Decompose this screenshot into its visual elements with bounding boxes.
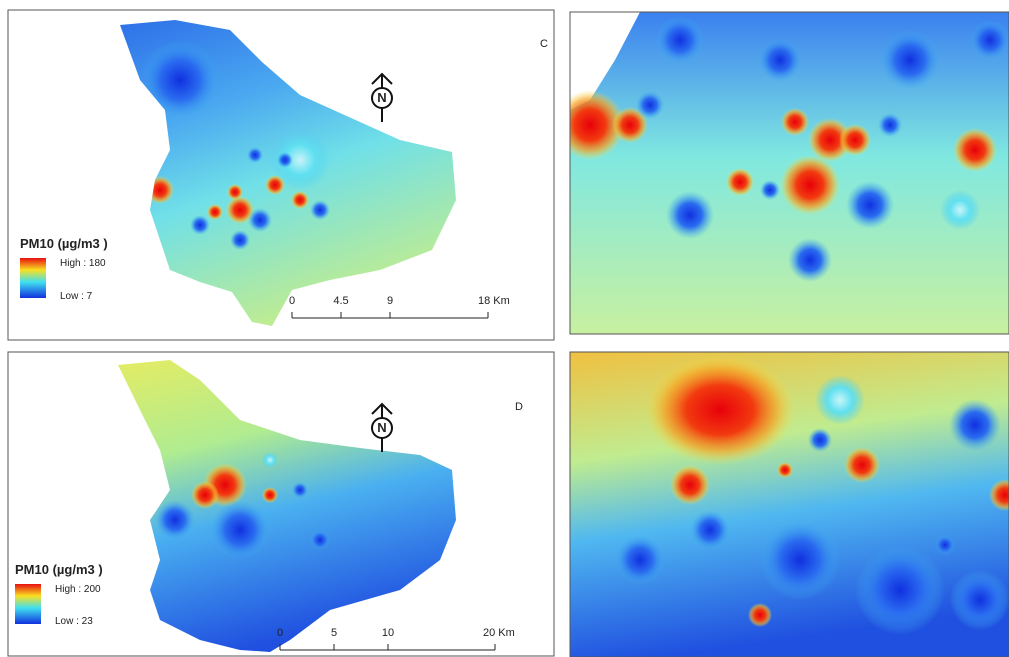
legend-title: PM10 (µg/m3 ) <box>15 562 103 577</box>
north-label: N <box>377 420 386 435</box>
scale-label: 20 Km <box>483 627 515 639</box>
scale-label: 5 <box>331 627 337 639</box>
legend-ramp <box>20 258 46 298</box>
north-label: N <box>377 90 386 105</box>
scale-label: 18 Km <box>478 295 510 307</box>
scale-label: 10 <box>382 627 394 639</box>
scale-label: 0 <box>277 627 283 639</box>
legend-title: PM10 (µg/m3 ) <box>20 236 108 251</box>
map-c-detail <box>570 12 1009 334</box>
north-arrow: N <box>371 402 393 452</box>
scale-label: 4.5 <box>333 295 348 307</box>
scale-bar: 0 4.5 9 18 Km <box>289 295 510 319</box>
scale-bar: 0 5 10 20 Km <box>277 627 515 651</box>
legend-ramp <box>15 584 41 624</box>
panel-label: C <box>540 38 548 50</box>
legend-low: Low : 23 <box>55 616 93 627</box>
legend-high: High : 180 <box>60 258 106 269</box>
north-arrow: N <box>371 72 393 122</box>
scale-label: 0 <box>289 295 295 307</box>
map-d-detail <box>570 352 1009 657</box>
panel-label: D <box>515 401 523 413</box>
legend-high: High : 200 <box>55 584 101 595</box>
scale-label: 9 <box>387 295 393 307</box>
legend-low: Low : 7 <box>60 291 93 302</box>
